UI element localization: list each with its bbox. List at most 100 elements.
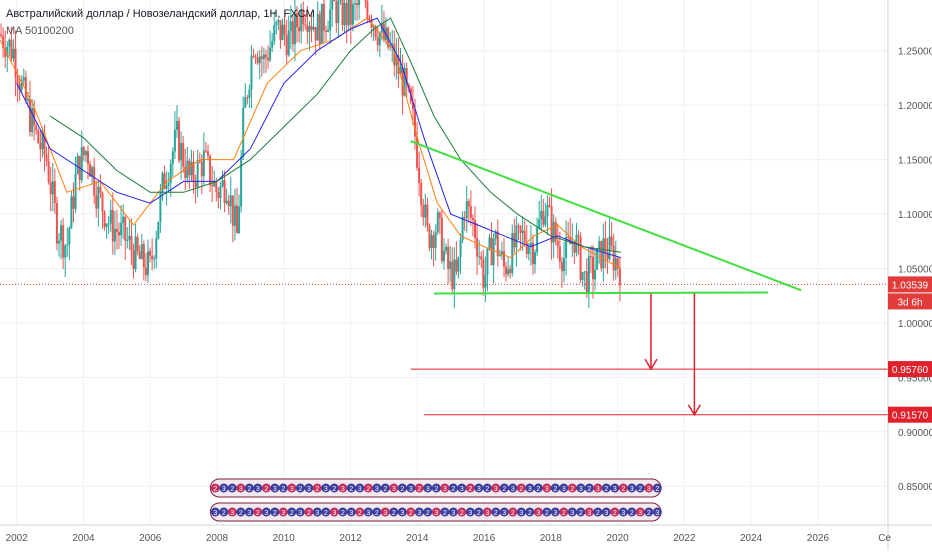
candle-body[interactable] (217, 192, 219, 198)
candle-body[interactable] (557, 241, 559, 247)
candle-body[interactable] (567, 237, 569, 238)
candle-body[interactable] (128, 236, 130, 240)
candle-body[interactable] (265, 55, 267, 58)
candle-body[interactable] (282, 25, 284, 40)
candle-body[interactable] (346, 3, 348, 25)
candle-body[interactable] (327, 30, 329, 32)
candle-body[interactable] (12, 49, 14, 59)
candle-body[interactable] (437, 213, 439, 233)
candle-body[interactable] (416, 136, 418, 167)
candle-body[interactable] (50, 182, 52, 194)
candle-body[interactable] (321, 4, 323, 44)
candle-body[interactable] (520, 226, 522, 233)
candle-body[interactable] (273, 25, 275, 41)
candle-body[interactable] (120, 223, 122, 235)
candle-body[interactable] (149, 251, 151, 256)
candle-body[interactable] (602, 238, 604, 268)
candle-body[interactable] (590, 256, 592, 257)
candle-body[interactable] (464, 217, 466, 218)
candle-body[interactable] (110, 210, 112, 224)
candle-body[interactable] (428, 226, 430, 248)
candle-body[interactable] (431, 235, 433, 248)
candle-body[interactable] (83, 147, 85, 155)
candle-body[interactable] (143, 244, 145, 267)
candle-body[interactable] (271, 41, 273, 47)
candle-body[interactable] (499, 255, 501, 256)
candle-body[interactable] (528, 247, 530, 254)
candle-body[interactable] (509, 269, 511, 273)
candle-body[interactable] (222, 180, 224, 186)
candle-body[interactable] (112, 210, 114, 242)
candle-body[interactable] (484, 275, 486, 288)
candle-body[interactable] (255, 57, 257, 58)
candle-body[interactable] (39, 143, 41, 149)
candle-body[interactable] (263, 55, 265, 59)
candle-body[interactable] (10, 40, 12, 59)
candle-body[interactable] (172, 152, 174, 164)
candle-body[interactable] (54, 181, 56, 203)
candle-body[interactable] (580, 237, 582, 280)
candle-body[interactable] (205, 151, 207, 152)
candle-body[interactable] (348, 0, 350, 25)
candle-body[interactable] (358, 0, 360, 5)
candle-body[interactable] (445, 247, 447, 251)
candle-body[interactable] (180, 143, 182, 161)
candle-body[interactable] (269, 48, 271, 61)
candle-body[interactable] (578, 235, 580, 237)
candle-body[interactable] (97, 187, 99, 209)
candle-body[interactable] (538, 219, 540, 228)
candle-body[interactable] (66, 245, 68, 246)
candle-body[interactable] (335, 1, 337, 23)
candle-body[interactable] (306, 25, 308, 32)
candle-body[interactable] (147, 251, 149, 275)
candle-body[interactable] (188, 161, 190, 176)
candle-body[interactable] (46, 155, 48, 161)
candle-body[interactable] (596, 249, 598, 270)
candle-body[interactable] (615, 258, 617, 270)
candle-body[interactable] (101, 193, 103, 212)
candle-body[interactable] (354, 3, 356, 4)
candle-body[interactable] (613, 245, 615, 270)
candle-body[interactable] (466, 201, 468, 218)
candle-body[interactable] (594, 269, 596, 279)
candle-body[interactable] (141, 244, 143, 259)
candle-body[interactable] (503, 251, 505, 266)
candle-body[interactable] (168, 183, 170, 186)
candle-body[interactable] (195, 182, 197, 187)
candle-body[interactable] (609, 236, 611, 259)
candle-body[interactable] (279, 20, 281, 40)
candle-body[interactable] (433, 235, 435, 248)
candle-body[interactable] (559, 247, 561, 262)
candle-body[interactable] (0, 34, 2, 36)
candle-body[interactable] (540, 211, 542, 219)
candle-body[interactable] (226, 201, 228, 203)
candle-body[interactable] (290, 21, 292, 31)
candle-body[interactable] (288, 31, 290, 55)
candle-body[interactable] (517, 226, 519, 227)
candle-body[interactable] (56, 203, 58, 243)
candle-body[interactable] (248, 90, 250, 99)
candle-body[interactable] (584, 271, 586, 272)
candle-body[interactable] (253, 56, 255, 57)
candle-body[interactable] (219, 186, 221, 198)
candle-body[interactable] (486, 248, 488, 275)
candle-body[interactable] (493, 239, 495, 265)
candle-body[interactable] (505, 267, 507, 275)
candle-body[interactable] (238, 207, 240, 233)
candle-body[interactable] (491, 238, 493, 266)
candle-body[interactable] (420, 183, 422, 205)
candle-body[interactable] (157, 222, 159, 239)
candle-body[interactable] (474, 220, 476, 238)
candle-body[interactable] (460, 240, 462, 257)
candle-body[interactable] (176, 121, 178, 130)
candle-body[interactable] (135, 237, 137, 269)
candle-body[interactable] (236, 206, 238, 233)
candle-body[interactable] (457, 257, 459, 271)
candle-body[interactable] (325, 31, 327, 32)
candles[interactable] (0, 0, 621, 308)
candle-body[interactable] (261, 56, 263, 59)
triangle-support-line[interactable] (434, 292, 768, 293)
